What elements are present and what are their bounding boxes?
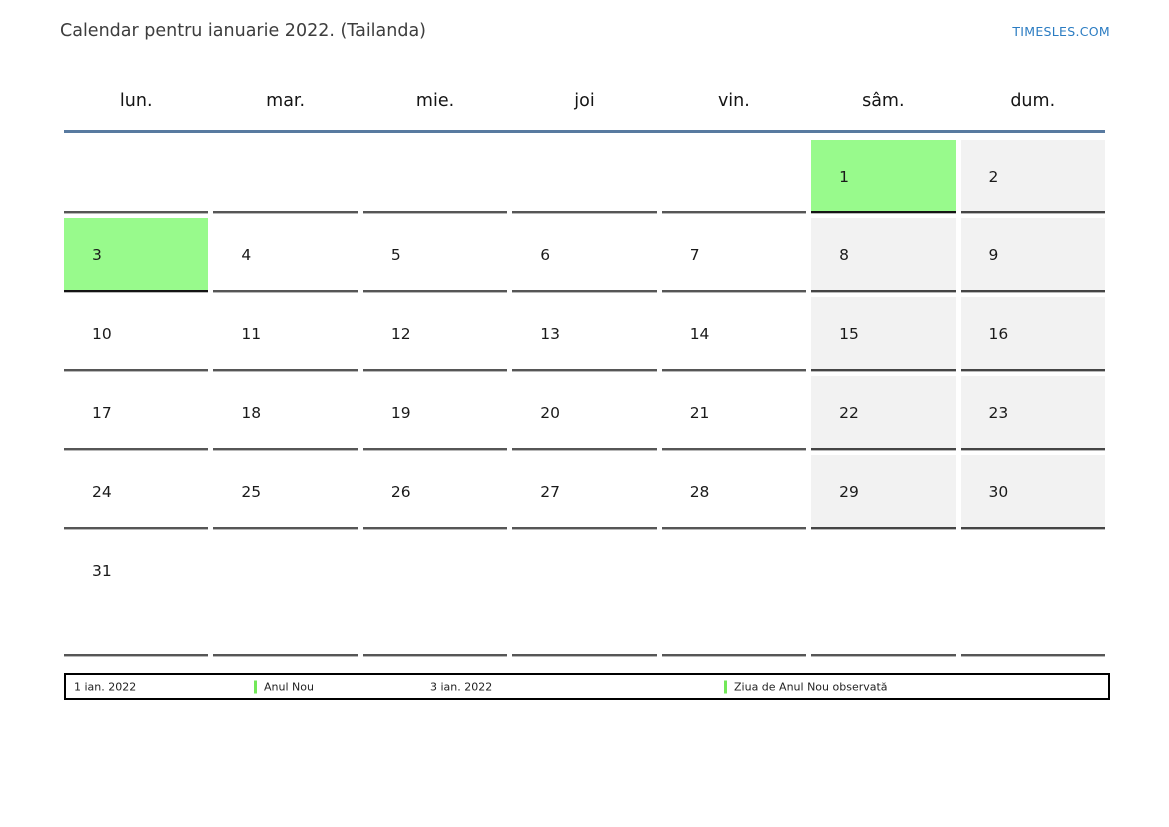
empty-cell — [362, 534, 508, 656]
day-cell-5: 5 — [362, 218, 508, 292]
weekday-label-2: mar. — [266, 91, 306, 111]
empty-cell — [811, 534, 956, 656]
weekday-label-7: dum. — [1010, 91, 1056, 111]
day-cell-9: 9 — [960, 218, 1105, 292]
day-cell-13: 13 — [512, 297, 657, 371]
day-cell-25: 25 — [213, 455, 358, 529]
day-cell-24: 24 — [64, 455, 209, 529]
day-cell-27: 27 — [512, 455, 657, 529]
day-cell-16: 16 — [960, 297, 1105, 371]
day-cell-23: 23 — [960, 376, 1105, 450]
empty-cell — [512, 534, 657, 656]
day-cell-1: 1 — [811, 140, 956, 213]
empty-cell — [64, 140, 209, 213]
week-row-3: 10 11 12 13 14 15 16 — [64, 297, 1105, 371]
day-cell-6: 6 — [512, 218, 657, 292]
empty-cell — [362, 140, 508, 213]
week-row-5: 24 25 26 27 28 29 30 — [64, 455, 1105, 529]
calendar-weeks: 1 2 3 4 5 6 7 8 9 10 11 12 13 14 15 16 17 18 19 20 21 22 23 24 2… — [64, 140, 1105, 656]
day-cell-21: 21 — [661, 376, 807, 450]
day-cell-19: 19 — [362, 376, 508, 450]
site-link[interactable]: TIMESLES.COM — [1012, 24, 1110, 39]
day-cell-26: 26 — [362, 455, 508, 529]
empty-cell — [512, 140, 657, 213]
day-cell-4: 4 — [213, 218, 358, 292]
day-cell-14: 14 — [661, 297, 807, 371]
day-cell-31: 31 — [64, 534, 209, 656]
holiday-marker-icon — [254, 680, 257, 693]
day-cell-17: 17 — [64, 376, 209, 450]
day-cell-22: 22 — [811, 376, 956, 450]
legend-label-2: Ziua de Anul Nou observată — [734, 680, 888, 693]
legend-bar: 1 ian. 2022 Anul Nou 3 ian. 2022 Ziua de An… — [64, 673, 1110, 700]
weekday-underline — [64, 130, 1105, 133]
empty-cell — [213, 534, 358, 656]
weekday-header-row: lun. mar. mie. joi vin. sâm. dum. — [64, 85, 1105, 130]
day-cell-12: 12 — [362, 297, 508, 371]
day-cell-2: 2 — [960, 140, 1105, 213]
empty-cell — [213, 140, 358, 213]
day-cell-18: 18 — [213, 376, 358, 450]
weekday-label-6: sâm. — [862, 91, 905, 111]
page-header: Calendar pentru ianuarie 2022. (Tailanda… — [0, 0, 1169, 60]
day-cell-28: 28 — [661, 455, 807, 529]
day-cell-15: 15 — [811, 297, 956, 371]
legend-date-1: 1 ian. 2022 — [74, 680, 137, 693]
day-cell-3: 3 — [64, 218, 209, 292]
legend-date-2: 3 ian. 2022 — [430, 680, 493, 693]
week-row-4: 17 18 19 20 21 22 23 — [64, 376, 1105, 450]
day-cell-29: 29 — [811, 455, 956, 529]
legend-label-1: Anul Nou — [264, 680, 314, 693]
day-cell-10: 10 — [64, 297, 209, 371]
weekday-label-1: lun. — [119, 91, 153, 111]
week-row-6: 31 — [64, 534, 1105, 656]
empty-cell — [661, 140, 807, 213]
day-cell-7: 7 — [661, 218, 807, 292]
day-cell-11: 11 — [213, 297, 358, 371]
weekday-label-3: mie. — [415, 91, 455, 111]
legend-entry-2: Ziua de Anul Nou observată — [724, 680, 888, 693]
day-cell-20: 20 — [512, 376, 657, 450]
calendar-grid: lun. mar. mie. joi vin. sâm. dum. 1 2 3 4 5 6 7 8 9 10 1… — [64, 85, 1105, 661]
legend-entry-1: Anul Nou — [254, 680, 314, 693]
day-cell-8: 8 — [811, 218, 956, 292]
day-cell-30: 30 — [960, 455, 1105, 529]
weekday-label-4: joi — [574, 91, 595, 111]
empty-cell — [661, 534, 807, 656]
holiday-marker-icon — [724, 680, 727, 693]
empty-cell — [960, 534, 1105, 656]
weekday-label-5: vin. — [717, 91, 750, 111]
page-title: Calendar pentru ianuarie 2022. (Tailanda… — [60, 21, 427, 41]
